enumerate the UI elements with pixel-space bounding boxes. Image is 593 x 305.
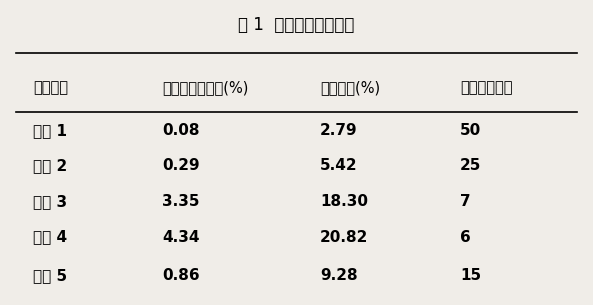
Text: 6: 6 bbox=[460, 230, 471, 245]
Text: 20.82: 20.82 bbox=[320, 230, 368, 245]
Text: 0.08: 0.08 bbox=[162, 123, 199, 138]
Text: 18.30: 18.30 bbox=[320, 194, 368, 209]
Text: 50: 50 bbox=[460, 123, 482, 138]
Text: 研究变异(%): 研究变异(%) bbox=[320, 80, 380, 95]
Text: 组分 1: 组分 1 bbox=[33, 123, 68, 138]
Text: 2.79: 2.79 bbox=[320, 123, 358, 138]
Text: 0.29: 0.29 bbox=[162, 158, 200, 173]
Text: 0.86: 0.86 bbox=[162, 268, 200, 283]
Text: 15: 15 bbox=[460, 268, 482, 283]
Text: 9.28: 9.28 bbox=[320, 268, 358, 283]
Text: 4.34: 4.34 bbox=[162, 230, 199, 245]
Text: 组分 4: 组分 4 bbox=[33, 230, 68, 245]
Text: 方差分量贡献率(%): 方差分量贡献率(%) bbox=[162, 80, 248, 95]
Text: 组分 3: 组分 3 bbox=[33, 194, 68, 209]
Text: 样品组分: 样品组分 bbox=[33, 80, 68, 95]
Text: 组分 5: 组分 5 bbox=[33, 268, 68, 283]
Text: 3.35: 3.35 bbox=[162, 194, 199, 209]
Text: 5.42: 5.42 bbox=[320, 158, 358, 173]
Text: 可区别分类数: 可区别分类数 bbox=[460, 80, 513, 95]
Text: 表 1  交叉分析参数结果: 表 1 交叉分析参数结果 bbox=[238, 16, 355, 34]
Text: 25: 25 bbox=[460, 158, 482, 173]
Text: 7: 7 bbox=[460, 194, 471, 209]
Text: 组分 2: 组分 2 bbox=[33, 158, 68, 173]
